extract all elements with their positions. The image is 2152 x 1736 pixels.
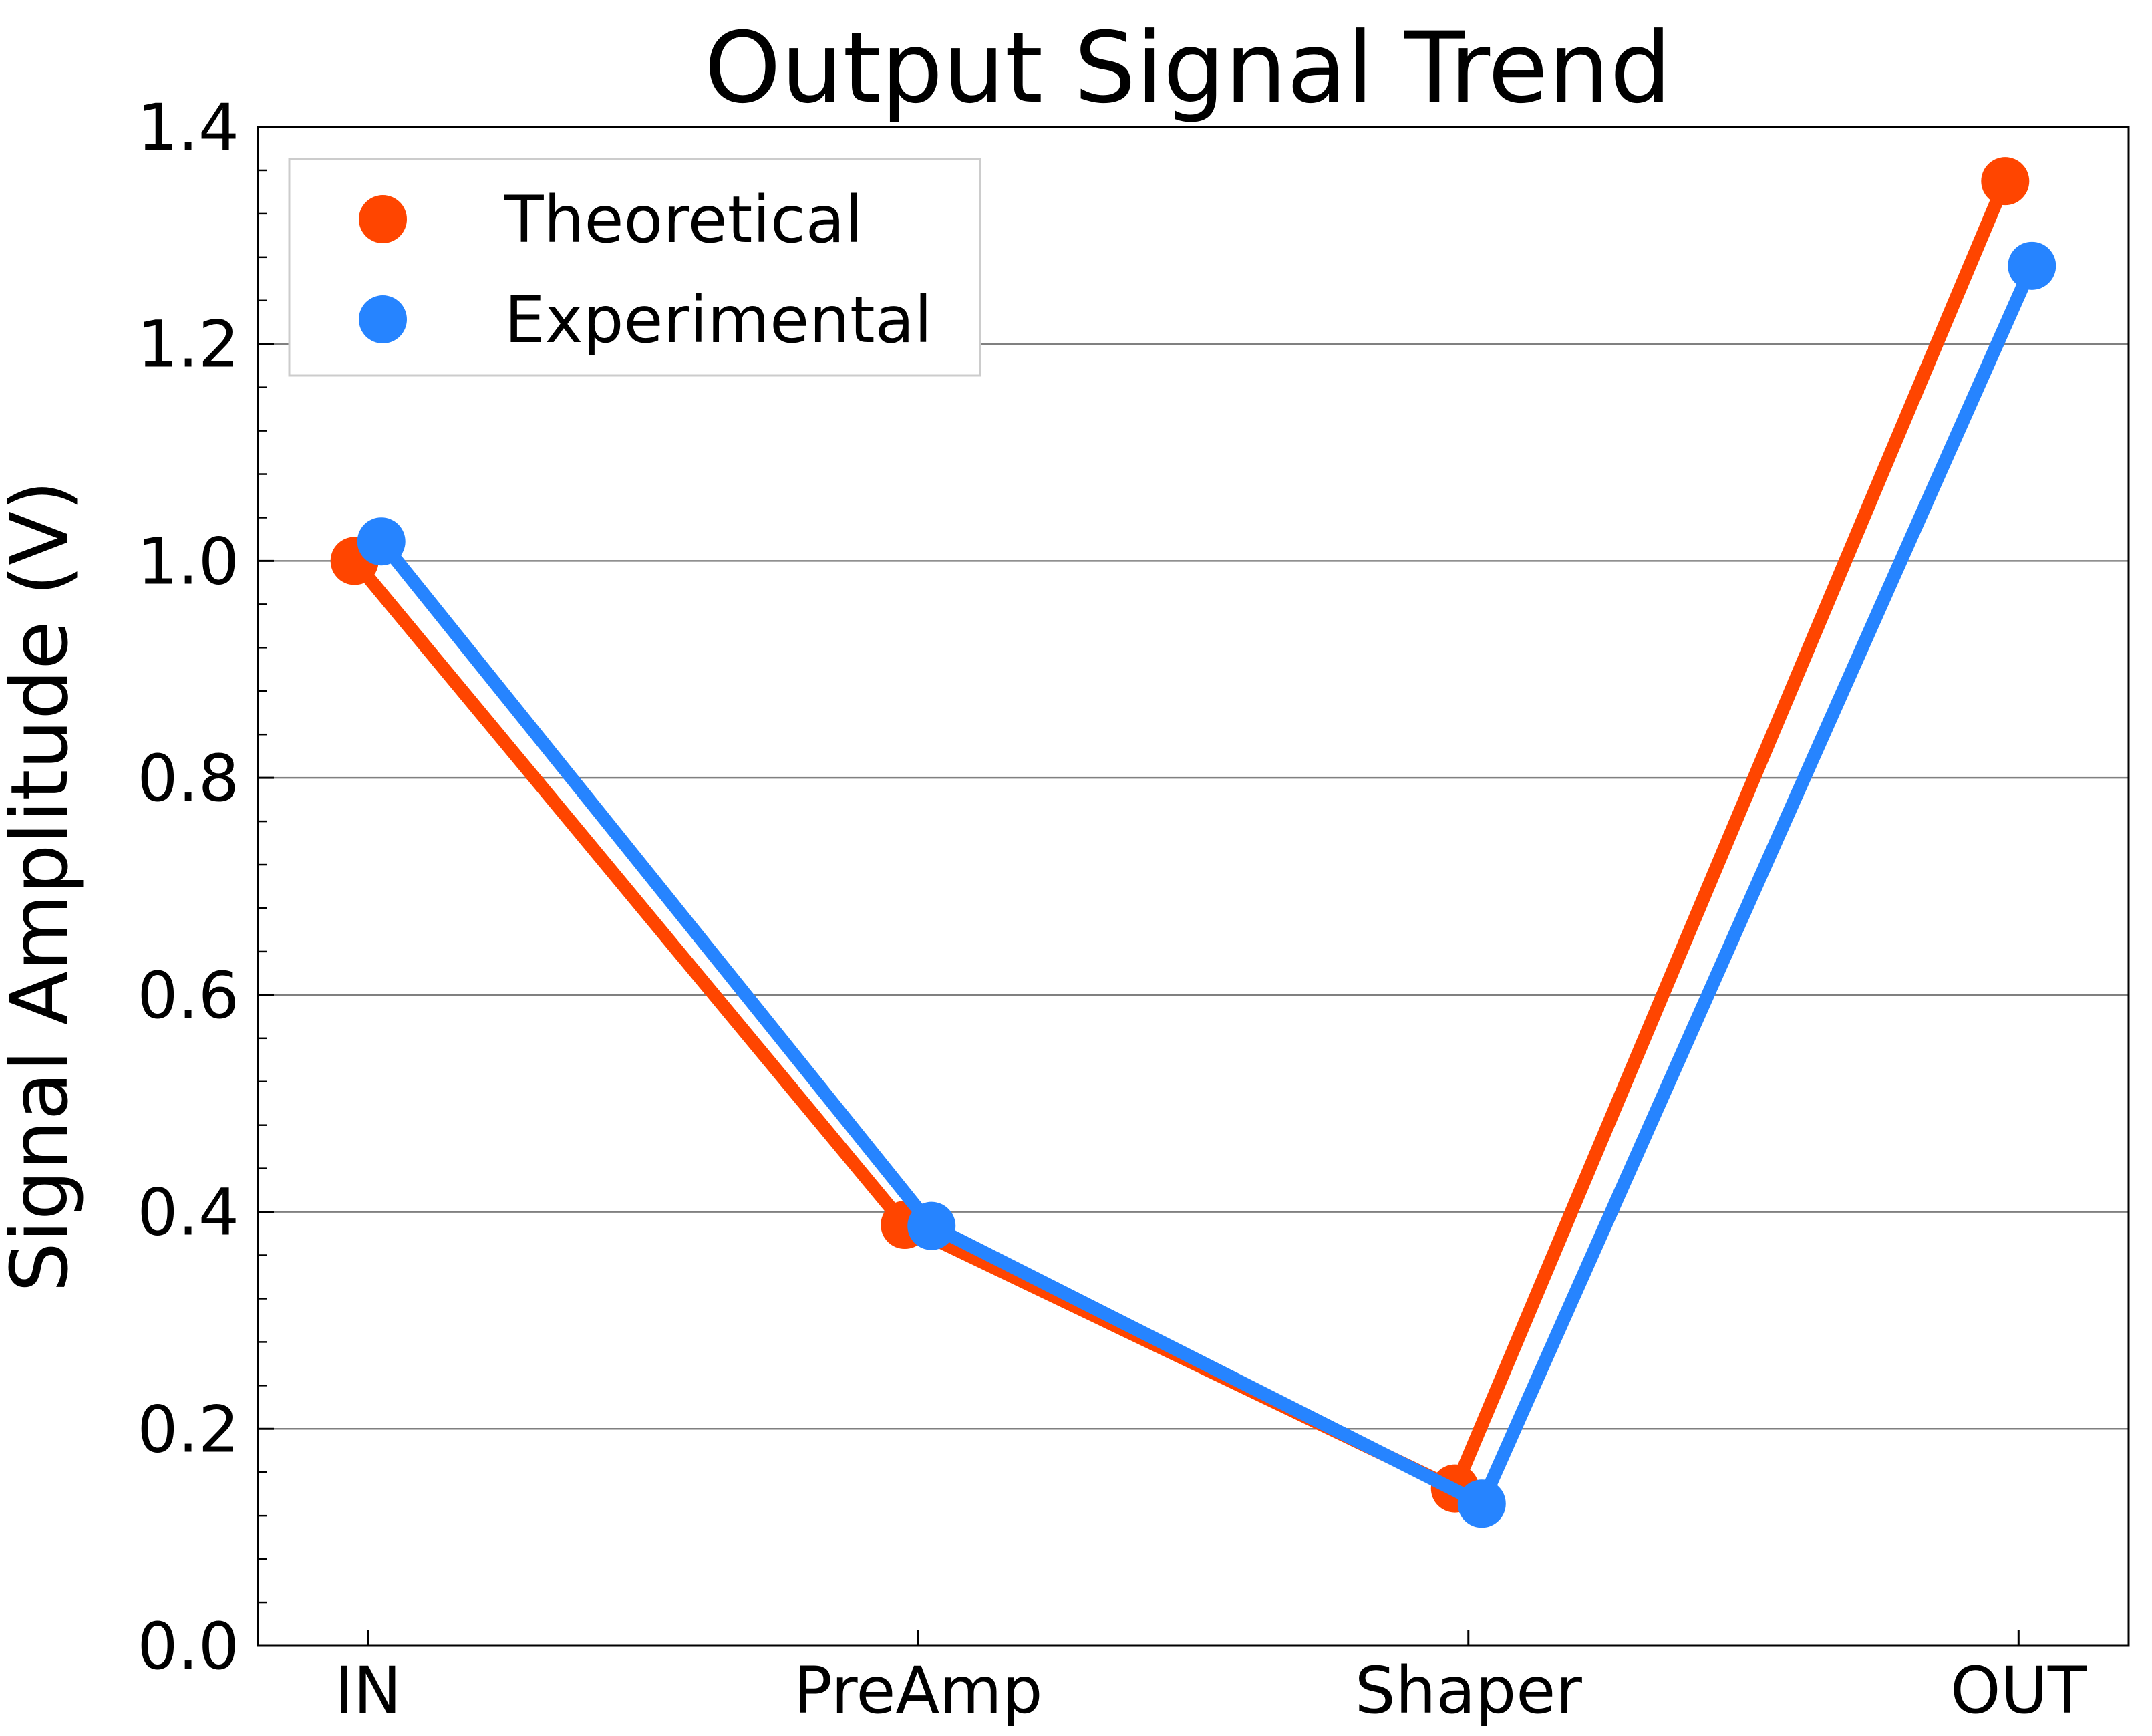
y-tick-label: 0.2 [137, 1392, 239, 1467]
series-layer [330, 157, 2056, 1528]
legend-label: Theoretical [504, 182, 863, 257]
y-tick-label: 1.0 [137, 524, 239, 599]
data-point [1457, 1479, 1506, 1528]
y-tick-label: 0.6 [137, 958, 239, 1033]
plot-frame [257, 126, 2130, 1647]
series-line [375, 263, 2038, 1513]
data-point [1981, 157, 2030, 206]
grid-lines [258, 343, 2129, 1430]
chart-title: Output Signal Trend [704, 11, 1672, 125]
legend-marker [359, 195, 407, 243]
y-tick-label: 0.8 [137, 741, 239, 816]
x-tick-label: OUT [1950, 1653, 2087, 1728]
y-tick-label: 1.4 [137, 90, 239, 165]
y-axis-label: Signal Amplitude (V) [0, 480, 86, 1292]
y-tick-label: 0.0 [137, 1609, 239, 1684]
y-tick-label: 0.4 [137, 1175, 239, 1250]
series-line [349, 178, 2012, 1498]
legend-label: Experimental [504, 283, 932, 357]
data-point [357, 517, 406, 566]
legend-item: Theoretical [359, 182, 863, 257]
x-tick-label: PreAmp [794, 1653, 1043, 1728]
data-point [2008, 241, 2056, 290]
series-experimental [357, 241, 2056, 1528]
legend-marker [359, 295, 407, 343]
x-tick-label: Shaper [1355, 1653, 1583, 1728]
axes: 0.0 0.2 0.4 0.6 0.8 1.0 1.2 1.4 IN PreAmp Shaper OU… [137, 90, 2130, 1728]
legend: Theoretical Experimental [288, 158, 981, 377]
legend-box [288, 158, 981, 377]
data-point [907, 1201, 956, 1250]
x-tick-label: IN [335, 1653, 402, 1728]
legend-item: Experimental [359, 283, 932, 357]
y-tick-label: 1.2 [137, 307, 239, 382]
